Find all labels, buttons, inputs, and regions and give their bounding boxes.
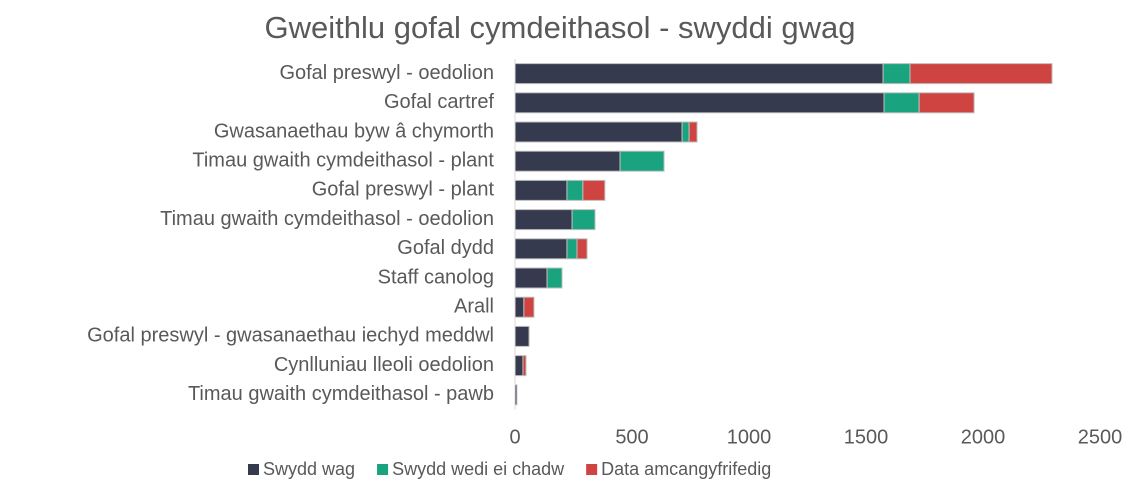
bar-segment	[514, 179, 568, 201]
bar-segment	[918, 92, 975, 114]
legend-swatch	[377, 464, 389, 475]
x-tick-label: 500	[615, 426, 648, 448]
bar-segment	[681, 121, 690, 143]
bar-segment	[566, 238, 578, 260]
bar-segment	[523, 296, 535, 318]
legend-label: Data amcangyfrifedig	[601, 459, 771, 479]
bar-segment	[546, 267, 563, 289]
x-tick-label: 1500	[844, 426, 889, 448]
y-tick-label: Timau gwaith cymdeithasol - plant	[192, 149, 494, 171]
bar-segment	[909, 63, 1053, 85]
bar-segment	[882, 63, 911, 85]
bar-segment	[514, 150, 621, 172]
x-tick-label: 2000	[961, 426, 1006, 448]
bar-segment	[582, 179, 606, 201]
bar-segment	[514, 63, 884, 85]
y-tick-label: Timau gwaith cymdeithasol - oedolion	[160, 208, 494, 230]
y-tick-label: Arall	[454, 295, 494, 317]
legend-label: Swydd wag	[263, 459, 355, 479]
bar-segment	[688, 121, 698, 143]
bar-segment	[514, 92, 885, 114]
bar-segment	[571, 209, 596, 231]
y-tick-label: Staff canolog	[378, 266, 494, 288]
y-tick-label: Gwasanaethau byw â chymorth	[214, 120, 494, 142]
y-tick-label: Gofal dydd	[397, 237, 494, 259]
bar-segment	[514, 267, 548, 289]
chart-title: Gweithlu gofal cymdeithasol - swyddi gwa…	[265, 10, 856, 45]
bar-segment	[514, 209, 573, 231]
legend-label: Swydd wedi ei chadw	[392, 459, 565, 479]
y-tick-label: Gofal cartref	[384, 91, 494, 113]
y-tick-label: Cynlluniau lleoli oedolion	[274, 354, 494, 376]
y-tick-label: Gofal preswyl - gwasanaethau iechyd medd…	[87, 325, 494, 347]
x-tick-label: 1000	[727, 426, 772, 448]
bar-segment	[514, 325, 530, 347]
bar-segment	[514, 296, 525, 318]
legend-swatch	[248, 464, 259, 475]
bar-segment	[514, 121, 683, 143]
y-tick-label: Timau gwaith cymdeithasol - pawb	[188, 383, 494, 405]
bar-segment	[883, 92, 920, 114]
x-tick-label: 0	[509, 426, 520, 448]
legend-swatch	[586, 464, 598, 475]
y-tick-label: Gofal preswyl - plant	[312, 179, 495, 201]
bar-segment	[576, 238, 588, 260]
bar-segment	[514, 238, 568, 260]
bar-segment	[619, 150, 665, 172]
x-tick-label: 2500	[1078, 426, 1123, 448]
bar-segment	[522, 355, 527, 377]
bar-segment	[514, 355, 524, 377]
bar-segment	[566, 179, 584, 201]
y-tick-label: Gofal preswyl - oedolion	[279, 62, 494, 84]
